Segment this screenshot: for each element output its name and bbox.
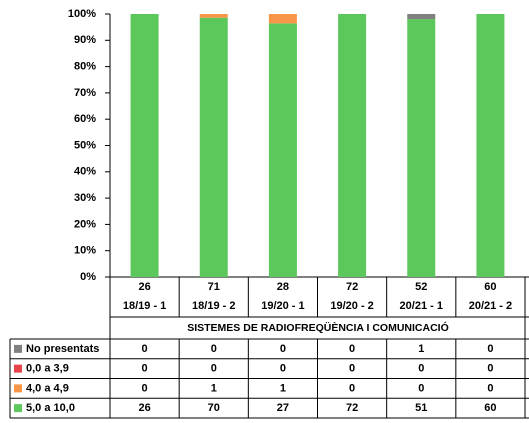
table-value: 0	[487, 363, 493, 375]
total-label: 28	[277, 281, 289, 293]
table-value: 70	[208, 402, 220, 414]
table-value: 0	[280, 363, 286, 375]
y-tick-label: 90%	[74, 34, 96, 46]
legend-label: 4,0 a 4,9	[26, 382, 69, 394]
total-label: 71	[208, 281, 220, 293]
table-value: 1	[418, 343, 424, 355]
legend-label: 0,0 a 3,9	[26, 363, 69, 375]
bar-segment	[268, 23, 297, 278]
table-value: 0	[349, 382, 355, 394]
table-value: 27	[277, 402, 289, 414]
y-tick-label: 40%	[74, 166, 96, 178]
x-tick-label: 18/19 - 2	[192, 300, 235, 312]
table-value: 0	[142, 363, 148, 375]
total-label: 52	[415, 281, 427, 293]
x-tick-label: 20/21 - 2	[469, 300, 512, 312]
x-tick-label: 19/20 - 2	[330, 300, 373, 312]
y-tick-label: 20%	[74, 218, 96, 230]
x-tick-label: 19/20 - 1	[261, 300, 304, 312]
y-tick-label: 50%	[74, 139, 96, 151]
bar-segment	[338, 14, 367, 277]
table-value: 0	[142, 382, 148, 394]
bar-segment	[407, 14, 436, 20]
table-value: 1	[280, 382, 286, 394]
y-tick-label: 10%	[74, 245, 96, 257]
bar-segment	[199, 14, 228, 18]
legend-swatch	[14, 344, 22, 353]
y-tick-label: 0%	[80, 271, 96, 283]
table-value: 0	[487, 343, 493, 355]
y-tick-label: 60%	[74, 113, 96, 125]
table-value: 51	[415, 402, 427, 414]
table-value: 0	[280, 343, 286, 355]
bar-segment	[199, 17, 228, 278]
legend-swatch	[14, 404, 22, 413]
y-tick-label: 30%	[74, 192, 96, 204]
bar-segment	[268, 14, 297, 24]
table-value: 0	[211, 363, 217, 375]
table-value: 0	[349, 363, 355, 375]
table-value: 0	[418, 363, 424, 375]
total-label: 26	[138, 281, 150, 293]
table-value: 0	[142, 343, 148, 355]
table-value: 26	[138, 402, 150, 414]
chart-subtitle: SISTEMES DE RADIOFREQÜÈNCIA I COMUNICACI…	[187, 321, 449, 334]
table-value: 0	[349, 343, 355, 355]
table-value: 0	[418, 382, 424, 394]
legend-label: No presentats	[26, 343, 99, 355]
legend-label: 5,0 a 10,0	[26, 402, 75, 414]
bar-segment	[407, 19, 436, 278]
table-value: 1	[211, 382, 217, 394]
bar-segment	[130, 14, 159, 277]
bar-segment	[476, 14, 505, 277]
y-tick-label: 80%	[74, 61, 96, 73]
x-tick-label: 20/21 - 1	[400, 300, 443, 312]
table-value: 60	[484, 402, 496, 414]
table-value: 0	[487, 382, 493, 394]
legend-swatch	[14, 384, 22, 393]
y-tick-label: 70%	[74, 87, 96, 99]
x-tick-label: 18/19 - 1	[123, 300, 166, 312]
y-tick-label: 100%	[68, 8, 96, 20]
total-label: 60	[484, 281, 496, 293]
table-value: 0	[211, 343, 217, 355]
total-label: 72	[346, 281, 358, 293]
table-value: 72	[346, 402, 358, 414]
legend-swatch	[14, 364, 22, 373]
